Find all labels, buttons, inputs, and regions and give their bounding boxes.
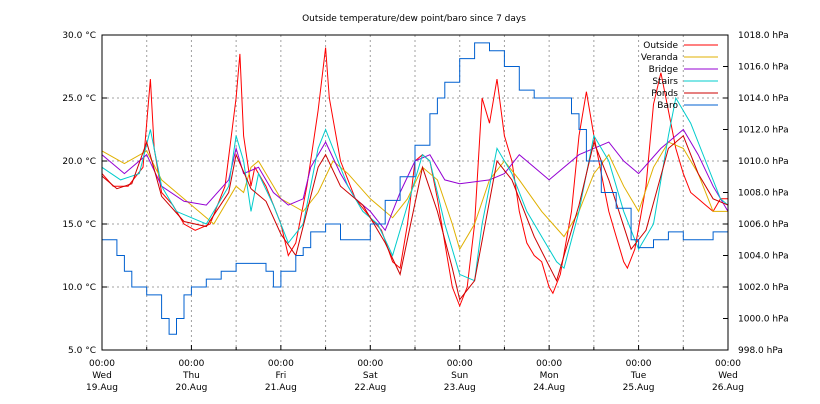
series-line-outside	[101, 47, 728, 308]
x-tick-label: Mon	[540, 371, 559, 381]
y-right-tick-label: 1016.0 hPa	[738, 63, 789, 73]
y-right-tick-label: 1012.0 hPa	[738, 126, 789, 136]
x-tick-label: Wed	[718, 371, 738, 381]
x-tick-label: Sun	[451, 371, 468, 381]
y-left-tick-label: 25.0 °C	[62, 94, 96, 104]
y-right-tick-label: 1010.0 hPa	[738, 157, 789, 167]
plot-frame	[101, 34, 729, 351]
x-tick-label: Wed	[92, 371, 112, 381]
x-tick-label: 00:00	[178, 359, 204, 369]
series-line-baro	[102, 42, 729, 335]
y-right-tick-label: 1004.0 hPa	[738, 252, 789, 262]
x-tick-label: 00:00	[447, 359, 473, 369]
y-right-tick-label: 1014.0 hPa	[738, 94, 789, 104]
legend-label-ponds: Ponds	[651, 89, 678, 99]
x-tick-label: 26.Aug	[712, 383, 744, 393]
x-tick-label: Sat	[363, 371, 378, 381]
x-tick-label: 25.Aug	[623, 383, 655, 393]
series-line-ponds	[101, 134, 729, 301]
legend-label-stairs: Stairs	[652, 77, 678, 87]
x-tick-label: 00:00	[626, 359, 652, 369]
x-tick-label: 20.Aug	[175, 383, 207, 393]
x-tick-label: 00:00	[89, 359, 115, 369]
y-right-tick-label: 1018.0 hPa	[738, 31, 789, 41]
y-left-tick-label: 20.0 °C	[62, 157, 96, 167]
x-tick-label: Thu	[182, 371, 200, 381]
x-tick-label: 00:00	[536, 359, 562, 369]
axes: 5.0 °C 10.0 °C 15.0 °C 20.0 °C 25.0 °C 30.0 °…	[62, 31, 788, 393]
series-line-veranda	[101, 141, 728, 251]
y-left-tick-label: 5.0 °C	[68, 346, 96, 356]
chart-title: Outside temperature/dew point/baro since…	[302, 14, 526, 24]
x-tick-label: 23.Aug	[444, 383, 476, 393]
series-layer	[101, 42, 729, 335]
legend: Outside Veranda Bridge Stairs Ponds Baro	[641, 41, 718, 111]
y-right-tick-label: 1008.0 hPa	[738, 189, 789, 199]
y-right-tick-label: 998.0 hPa	[738, 346, 783, 356]
x-tick-label: 00:00	[715, 359, 741, 369]
x-tick-label: 00:00	[268, 359, 294, 369]
y-left-tick-label: 10.0 °C	[62, 283, 96, 293]
x-tick-label: Tue	[630, 371, 647, 381]
legend-label-outside: Outside	[643, 41, 678, 51]
x-tick-label: 21.Aug	[265, 383, 297, 393]
y-left-tick-label: 30.0 °C	[62, 31, 96, 41]
legend-label-baro: Baro	[657, 101, 678, 111]
grid	[102, 35, 728, 350]
y-left-tick-label: 15.0 °C	[62, 220, 96, 230]
x-tick-label: 00:00	[357, 359, 383, 369]
legend-label-veranda: Veranda	[641, 53, 678, 63]
y-right-tick-label: 1006.0 hPa	[738, 220, 789, 230]
series-line-stairs	[101, 96, 729, 282]
legend-label-bridge: Bridge	[649, 65, 679, 75]
y-right-tick-label: 1000.0 hPa	[738, 315, 789, 325]
x-tick-label: 22.Aug	[354, 383, 386, 393]
y-right-tick-label: 1002.0 hPa	[738, 283, 789, 293]
x-tick-label: 24.Aug	[533, 383, 565, 393]
x-tick-label: Fri	[275, 371, 286, 381]
x-tick-label: 19.Aug	[86, 383, 118, 393]
